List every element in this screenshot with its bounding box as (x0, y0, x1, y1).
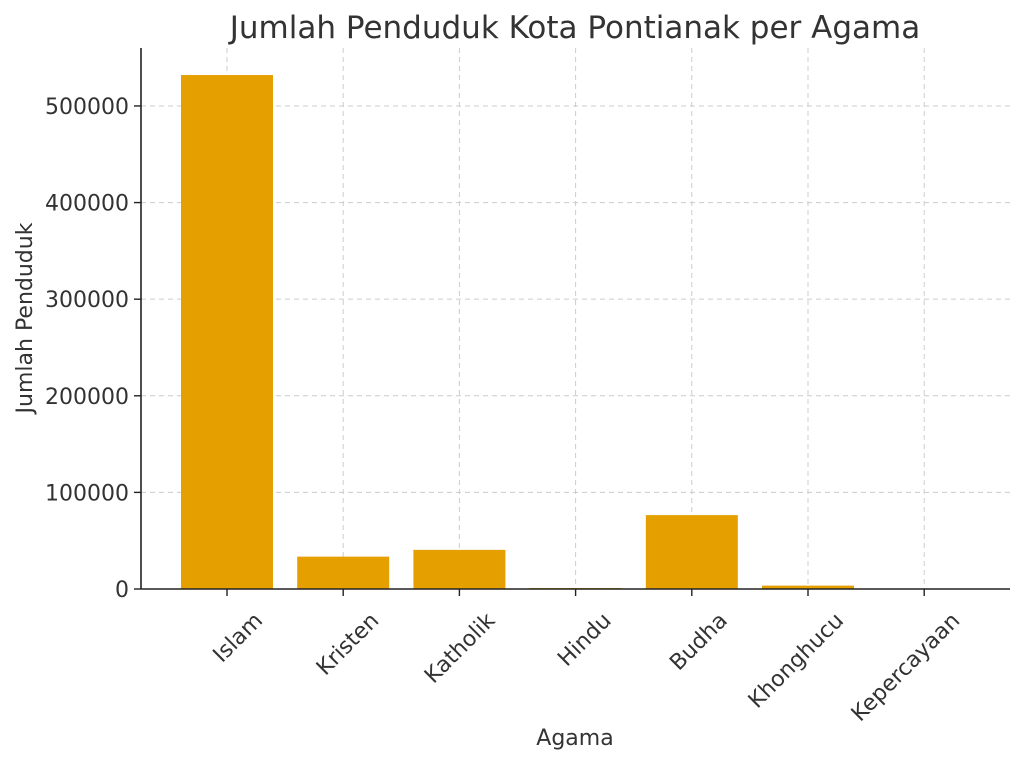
grid-layer (141, 48, 1010, 590)
y-tick-label: 300000 (45, 288, 129, 313)
x-tick-label: Khonghucu (744, 608, 849, 713)
y-tick-label: 100000 (45, 481, 129, 506)
bar-katholik (413, 549, 506, 589)
chart-title: Jumlah Penduduk Kota Pontianak per Agama (228, 10, 920, 46)
x-tick-label: Budha (665, 608, 732, 675)
y-tick-label: 0 (115, 578, 129, 603)
y-tick-label: 200000 (45, 385, 129, 410)
y-tick-label: 500000 (45, 95, 129, 120)
x-tick-label: Kristen (312, 608, 384, 680)
x-tick-label: Islam (209, 608, 268, 667)
bars-layer (181, 75, 971, 590)
bar-budha (645, 515, 738, 589)
y-tick-label: 400000 (45, 192, 129, 217)
bar-kristen (297, 556, 390, 589)
axes-layer (134, 48, 1010, 596)
bar-khonghucu (762, 585, 854, 589)
x-axis-label: Agama (536, 726, 613, 751)
bar-islam (181, 75, 273, 590)
y-axis-label: Jumlah Penduduk (13, 222, 38, 415)
x-tick-label: Kepercayaan (847, 608, 965, 726)
x-tick-label: Hindu (553, 608, 616, 671)
x-tick-label: Katholik (420, 608, 500, 688)
